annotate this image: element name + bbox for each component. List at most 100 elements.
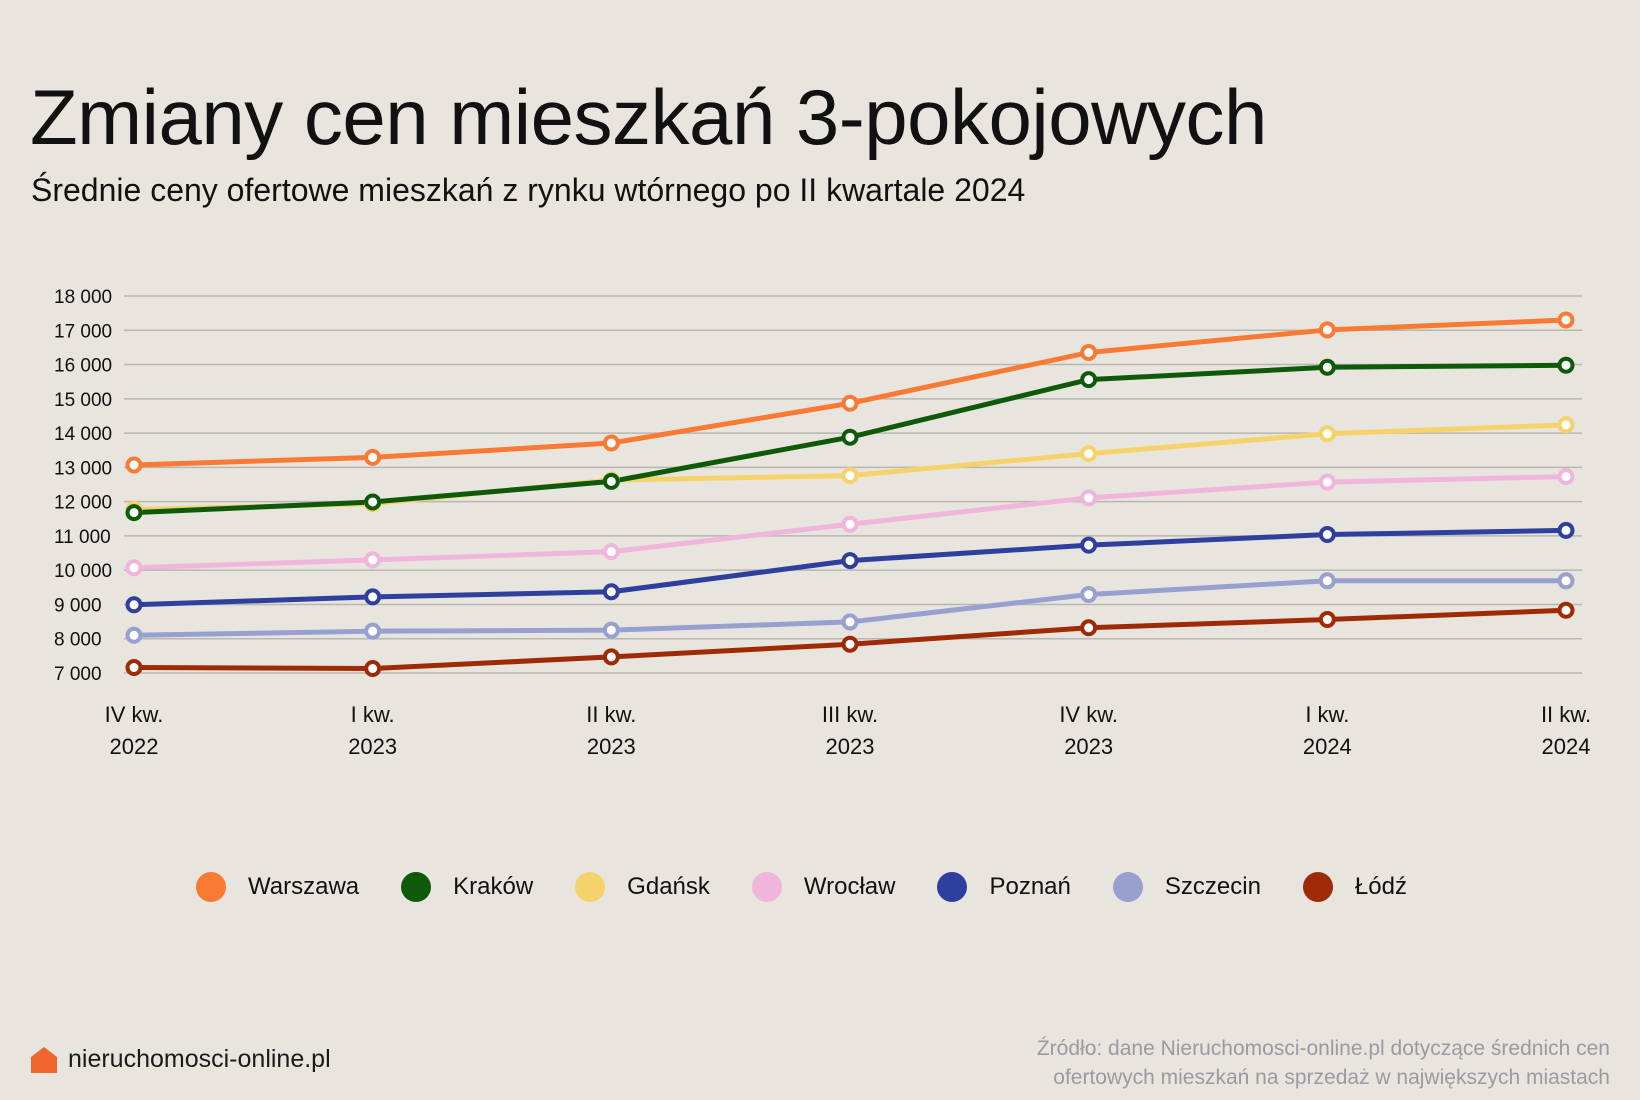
data-point-poznań[interactable] (1318, 526, 1336, 544)
legend-label: Wrocław (803, 873, 896, 900)
chart-title: Zmiany cen mieszkań 3-pokojowych (30, 73, 1267, 161)
data-point-gdańsk[interactable] (1557, 416, 1575, 434)
y-axis-labels: 18 000 17 000 16 000 15 000 14 000 13 000 12 0… (54, 287, 112, 685)
source-line-1: Źródło: dane Nieruchomosci-online.pl dot… (1036, 1037, 1610, 1060)
x-tick-quarter: III kw. (822, 702, 878, 727)
data-point-wrocław[interactable] (1557, 468, 1575, 486)
legend-label: Kraków (453, 873, 534, 900)
data-point-szczecin[interactable] (364, 622, 382, 640)
data-point-warszawa[interactable] (1318, 321, 1336, 339)
legend-item-szczecin[interactable]: Szczecin (1112, 872, 1261, 902)
data-point-kraków[interactable] (125, 504, 143, 522)
data-point-szczecin[interactable] (1080, 586, 1098, 604)
y-tick-label: 16 000 (54, 356, 112, 377)
data-point-kraków[interactable] (602, 472, 620, 490)
legend-label: Łódź (1354, 873, 1407, 900)
house-icon (31, 1046, 57, 1073)
legend-swatch (1112, 872, 1143, 902)
y-tick-label: 15 000 (54, 390, 112, 411)
data-point-wrocław[interactable] (1318, 473, 1336, 491)
data-point-kraków[interactable] (1318, 358, 1336, 376)
y-tick-label: 11 000 (54, 527, 111, 548)
legend-swatch (196, 872, 226, 902)
brand-name: nieruchomosci-online.pl (68, 1045, 331, 1073)
data-point-warszawa[interactable] (841, 394, 859, 412)
legend-item-kraków[interactable]: Kraków (401, 872, 533, 902)
data-point-szczecin[interactable] (602, 621, 620, 639)
data-point-poznań[interactable] (1080, 536, 1098, 554)
data-point-łódź[interactable] (1318, 611, 1336, 629)
data-point-kraków[interactable] (1080, 371, 1098, 389)
data-point-gdańsk[interactable] (841, 467, 859, 485)
data-point-poznań[interactable] (364, 588, 382, 606)
x-tick-year: 2022 (110, 734, 159, 759)
x-tick-year: 2024 (1303, 734, 1352, 759)
data-point-warszawa[interactable] (364, 448, 382, 466)
y-tick-label: 10 000 (54, 561, 112, 582)
data-point-poznań[interactable] (841, 552, 859, 570)
data-point-łódź[interactable] (1557, 601, 1575, 619)
legend-swatch (575, 872, 606, 902)
data-point-łódź[interactable] (841, 635, 859, 653)
data-point-wrocław[interactable] (841, 515, 859, 533)
x-tick-year: 2023 (1064, 734, 1113, 759)
legend-swatch (751, 872, 782, 902)
data-point-warszawa[interactable] (1080, 344, 1098, 362)
data-point-poznań[interactable] (125, 596, 143, 614)
legend-item-warszawa[interactable]: Warszawa (196, 872, 359, 902)
legend-item-poznań[interactable]: Poznań (937, 872, 1071, 902)
x-tick-quarter: I kw. (351, 702, 395, 727)
data-point-łódź[interactable] (602, 648, 620, 666)
brand-logo: nieruchomosci-online.pl (30, 1045, 331, 1074)
y-tick-label: 7 000 (54, 664, 102, 685)
data-point-poznań[interactable] (1557, 521, 1575, 539)
data-point-wrocław[interactable] (1080, 489, 1098, 507)
data-point-kraków[interactable] (1557, 356, 1575, 374)
legend-label: Poznań (989, 873, 1071, 900)
series-points (125, 311, 1575, 678)
source-note: Źródło: dane Nieruchomosci-online.pl dot… (1037, 1034, 1610, 1092)
y-tick-label: 12 000 (54, 493, 112, 514)
data-point-wrocław[interactable] (364, 551, 382, 569)
x-tick-quarter: I kw. (1305, 702, 1349, 727)
x-tick-year: 2024 (1542, 734, 1591, 759)
legend-item-gdańsk[interactable]: Gdańsk (575, 872, 710, 902)
data-point-warszawa[interactable] (602, 434, 620, 452)
chart-subtitle: Średnie ceny ofertowe mieszkań z rynku w… (31, 172, 1026, 208)
legend-item-łódź[interactable]: Łódź (1302, 872, 1407, 902)
data-point-łódź[interactable] (125, 659, 143, 677)
data-point-wrocław[interactable] (125, 559, 143, 577)
data-point-łódź[interactable] (364, 660, 382, 678)
x-tick-year: 2023 (348, 734, 397, 759)
legend-item-wrocław[interactable]: Wrocław (751, 872, 896, 902)
x-tick-year: 2023 (587, 734, 636, 759)
data-point-kraków[interactable] (364, 493, 382, 511)
data-point-poznań[interactable] (602, 583, 620, 601)
data-point-łódź[interactable] (1080, 619, 1098, 637)
x-tick-year: 2023 (826, 734, 875, 759)
legend-swatch (1302, 872, 1333, 902)
legend-label: Gdańsk (627, 873, 710, 900)
source-line-2: ofertowych mieszkań na sprzedaż w najwię… (1053, 1066, 1610, 1089)
data-point-gdańsk[interactable] (1318, 425, 1336, 443)
y-tick-label: 17 000 (54, 321, 112, 342)
y-tick-label: 13 000 (54, 458, 112, 479)
x-axis-labels: IV kw. 2022 I kw. 2023 II kw. 2023 III kw. 2023… (105, 702, 1591, 759)
line-chart: 18 000 17 000 16 000 15 000 14 000 13 000 12 0… (54, 287, 1591, 759)
x-tick-quarter: II kw. (586, 702, 636, 727)
data-point-wrocław[interactable] (602, 543, 620, 561)
y-tick-label: 18 000 (54, 287, 112, 308)
data-point-szczecin[interactable] (1318, 572, 1336, 590)
data-point-szczecin[interactable] (841, 613, 859, 631)
data-point-warszawa[interactable] (125, 456, 143, 474)
legend-swatch (401, 872, 432, 902)
data-point-warszawa[interactable] (1557, 311, 1575, 329)
x-tick-quarter: IV kw. (105, 702, 164, 727)
legend-swatch (937, 872, 968, 902)
data-point-gdańsk[interactable] (1080, 445, 1098, 463)
legend-label: Szczecin (1164, 873, 1261, 900)
data-point-szczecin[interactable] (1557, 572, 1575, 590)
data-point-kraków[interactable] (841, 428, 859, 446)
x-tick-quarter: IV kw. (1059, 702, 1118, 727)
data-point-szczecin[interactable] (125, 626, 143, 644)
